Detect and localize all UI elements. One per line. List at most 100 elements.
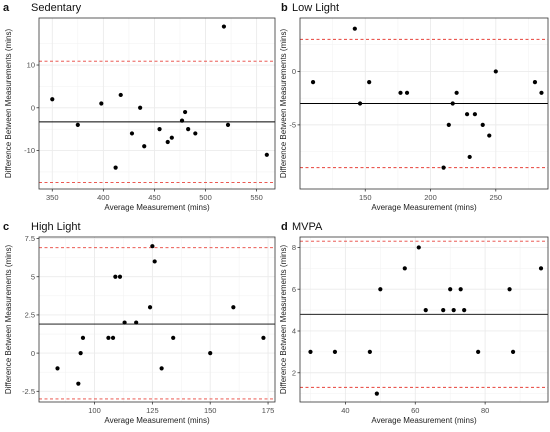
data-point — [352, 26, 357, 31]
y-tick-label: 6 — [292, 285, 296, 294]
y-tick-label: 5 — [31, 272, 35, 281]
x-tick-label: 150 — [204, 406, 217, 415]
plot-border — [299, 236, 549, 403]
data-point — [402, 266, 407, 271]
data-point — [179, 118, 185, 123]
data-point — [448, 287, 453, 292]
data-point — [80, 335, 86, 340]
data-point — [404, 90, 410, 95]
data-point — [75, 122, 80, 127]
data-point — [99, 101, 104, 106]
data-point — [106, 335, 111, 340]
data-point — [378, 287, 383, 292]
data-point — [110, 335, 116, 340]
data-point — [464, 112, 470, 117]
data-point — [78, 351, 83, 356]
panel-letter: b — [281, 2, 288, 14]
y-axis-title: Difference Between Measurements (mins) — [279, 245, 288, 395]
y-tick-label: 0 — [31, 103, 35, 112]
data-point — [539, 90, 544, 95]
y-tick-label: 8 — [292, 243, 296, 252]
y-tick-label: 10 — [27, 61, 35, 70]
x-tick-label: 40 — [341, 406, 349, 415]
data-point — [165, 139, 170, 145]
x-axis-title: Average Measurement (mins) — [371, 416, 477, 425]
y-tick-label: 0 — [292, 67, 296, 76]
plot-border — [299, 17, 549, 190]
data-point — [122, 320, 127, 325]
data-point — [507, 287, 512, 292]
panel-a: 350 400 450 500 550 -10 0 10 Average Measurement… — [3, 2, 276, 212]
data-point — [367, 80, 372, 85]
data-point — [472, 112, 478, 117]
y-tick-label: -5 — [289, 121, 296, 130]
x-tick-label: 400 — [97, 193, 110, 202]
data-point — [55, 366, 60, 371]
data-point — [441, 165, 446, 170]
data-point — [182, 109, 188, 115]
x-tick-label: 100 — [88, 406, 101, 415]
data-point — [117, 274, 123, 279]
x-axis-title: Average Measurement (mins) — [371, 203, 477, 212]
data-point — [142, 144, 147, 149]
y-axis-title: Difference Between Measurements (mins) — [4, 29, 13, 179]
panel-b: 150 200 250 -5 0 Average Measurement (mins) Di… — [279, 2, 549, 212]
data-point — [129, 131, 135, 136]
data-point — [467, 154, 472, 160]
data-point — [458, 287, 463, 292]
x-tick-label: 250 — [490, 193, 503, 202]
y-tick-label: 2 — [292, 368, 296, 377]
data-point — [208, 351, 213, 356]
data-point — [50, 97, 55, 102]
y-tick-label: 4 — [292, 327, 296, 336]
data-point — [450, 101, 455, 106]
data-point — [446, 122, 451, 127]
data-point — [423, 308, 428, 313]
data-point — [150, 244, 155, 249]
data-point — [157, 127, 162, 132]
x-tick-label: 200 — [424, 193, 437, 202]
y-axis-title: Difference Between Measurements (mins) — [4, 245, 13, 395]
plot-background — [300, 237, 548, 402]
x-tick-label: 500 — [199, 193, 212, 202]
data-point — [113, 165, 118, 170]
panel-title: High Light — [31, 221, 81, 233]
y-tick-label: 7.5 — [25, 234, 35, 243]
data-point — [138, 105, 143, 110]
data-point — [441, 308, 446, 313]
data-point — [231, 305, 236, 310]
data-point — [264, 152, 269, 157]
data-point — [487, 133, 492, 138]
data-point — [476, 349, 481, 354]
x-tick-label: 125 — [146, 406, 159, 415]
y-tick-label: 2.5 — [25, 311, 35, 320]
y-tick-label: -10 — [24, 146, 35, 155]
x-tick-label: 350 — [46, 193, 59, 202]
data-point — [152, 259, 157, 264]
data-point — [454, 90, 459, 95]
data-point — [532, 80, 538, 85]
data-point — [225, 122, 231, 127]
data-point — [113, 274, 118, 279]
data-point — [221, 24, 227, 29]
panel-c: 100 125 150 175 -2.5 0 2.5 5 7.5 Average Measurem… — [3, 221, 276, 425]
data-point — [332, 349, 338, 354]
x-axis-title: Average Measurement (mins) — [104, 203, 210, 212]
x-tick-label: 80 — [481, 406, 489, 415]
data-point — [159, 366, 164, 371]
x-tick-label: 150 — [359, 193, 372, 202]
data-point — [134, 320, 139, 325]
data-point — [480, 122, 485, 127]
data-point — [186, 127, 191, 132]
data-point — [510, 349, 516, 354]
data-point — [118, 92, 123, 98]
data-point — [169, 135, 174, 140]
panel-title: Sedentary — [31, 2, 82, 14]
data-point — [451, 308, 456, 313]
data-point — [308, 349, 313, 354]
data-point — [357, 101, 363, 106]
data-point — [416, 245, 421, 250]
data-point — [374, 391, 379, 396]
data-point — [147, 305, 153, 310]
